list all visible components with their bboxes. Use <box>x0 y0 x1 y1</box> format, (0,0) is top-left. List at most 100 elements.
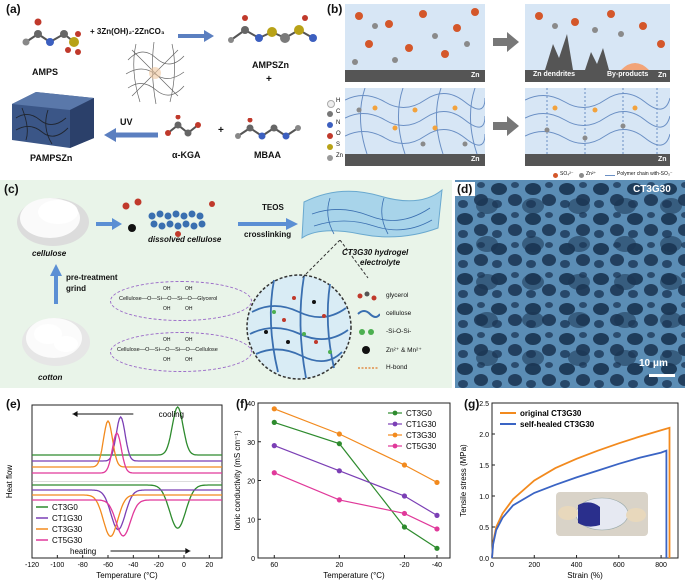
oh-label: OH <box>163 306 171 312</box>
dissolved-cellulose-icon <box>122 198 215 237</box>
data-point <box>434 512 440 518</box>
oh-label: OH <box>185 306 193 312</box>
y-tick-label: 10 <box>247 517 255 524</box>
pampszn-label: PAMPSZn <box>30 153 73 163</box>
panel-c-letter: (c) <box>4 182 19 196</box>
legend-label: CT3G30 <box>406 431 437 440</box>
legend-marker <box>392 432 398 438</box>
dissolved-label: dissolved cellulose <box>148 235 222 244</box>
panel-e-letter: (e) <box>6 397 21 411</box>
reagent-label: + 3Zn(OH)₂·2ZnCO₃ <box>90 27 165 36</box>
glove-right <box>626 508 646 522</box>
legend-label: CT5G30 <box>52 536 83 545</box>
amps-molecule <box>22 18 81 55</box>
x-tick-label: -40 <box>128 562 138 569</box>
pampszn-block <box>12 92 94 148</box>
electrolyte-label: electrolyte <box>360 258 401 267</box>
grind-label: grind <box>66 284 86 293</box>
heating-curve-CT3G0 <box>32 484 222 529</box>
x-tick-label: 0 <box>182 562 186 569</box>
series-line-self-healed CT3G30 <box>491 449 668 559</box>
legend-glycerol: glycerol <box>386 292 409 299</box>
arrow-right-icon <box>96 218 122 230</box>
data-point <box>401 493 408 499</box>
y-axis-label: Heat flow <box>5 465 14 499</box>
legend-cellulose: cellulose <box>386 310 412 317</box>
legend-label: CT1G30 <box>406 420 437 429</box>
cooling-curve-CT3G30 <box>32 419 222 468</box>
y-tick-label: 2.5 <box>479 401 489 408</box>
hydrogel-label: CT3G30 hydrogel <box>342 248 409 257</box>
zn-anode-hydrogel <box>345 88 485 166</box>
arrow-right-icon <box>493 116 519 136</box>
sem-micrograph <box>455 180 685 388</box>
x-tick-label: 20 <box>205 562 213 569</box>
zn-label: Zn <box>658 156 667 163</box>
polymer-network-icon <box>125 41 185 105</box>
data-point <box>434 526 440 532</box>
cotton-label: cotton <box>38 373 63 382</box>
legend-zinc-ion: Zn²⁺ <box>586 171 597 177</box>
cooling-curve-CT1G30 <box>32 415 222 462</box>
legend-element: S <box>336 142 341 148</box>
x-axis-label: Temperature (°C) <box>323 571 385 580</box>
siloxane-icon <box>359 329 374 335</box>
inset-stretch-photo <box>556 492 648 536</box>
ion-icon <box>362 346 370 354</box>
legend-siloxane: -Si-O-Si- <box>386 328 412 335</box>
cooling-curve-CT3G0 <box>32 406 222 456</box>
dendrites-label: Zn dendrites <box>533 71 576 78</box>
x-tick-label: -80 <box>78 562 88 569</box>
glove-left <box>558 506 578 520</box>
x-tick-label: 800 <box>655 562 667 569</box>
x-tick-label: 200 <box>528 562 540 569</box>
legend-sulfate: SO₄²⁻ <box>560 171 574 177</box>
network-dashed-link <box>301 240 369 279</box>
cooling-label: cooling <box>159 410 184 419</box>
sample-label: CT3G30 <box>633 184 671 195</box>
x-tick-label: -20 <box>399 562 409 569</box>
teos-label: TEOS <box>262 203 284 212</box>
series-line-CT5G30 <box>274 472 438 530</box>
series-line-CT3G30 <box>274 408 438 483</box>
x-tick-label: 20 <box>335 562 343 569</box>
oh-label: OH <box>163 286 171 292</box>
panel-b: (b) Zn Zn dendrites By-products Zn H C N… <box>325 0 685 178</box>
legend-marker <box>392 421 398 427</box>
dsc-chart: -120 -100 -80 -60 -40 -20 0 20 Temperature (°C) H… <box>5 404 223 580</box>
data-point <box>401 462 408 468</box>
data-point <box>336 441 342 447</box>
formula-glycerol-text: Cellulose—O—Si—O—Si—O—Glycerol <box>119 296 218 302</box>
akga-molecule <box>165 115 201 137</box>
data-point <box>434 479 440 486</box>
cooling-curve-CT5G30 <box>32 431 222 474</box>
legend-label: CT5G30 <box>406 442 437 451</box>
crosslinking-label: crosslinking <box>244 230 292 239</box>
legend-label: CT1G30 <box>52 514 83 523</box>
panel-g-letter: (g) <box>464 397 480 411</box>
legend-element: Zn <box>336 153 344 159</box>
y-tick-label: 1.5 <box>479 463 489 470</box>
x-tick-label: -40 <box>432 562 442 569</box>
x-tick-label: 0 <box>490 562 494 569</box>
panel-f-letter: (f) <box>236 397 248 411</box>
arrow-right-icon <box>238 218 298 230</box>
panel-c: (c) cellulose dissolved cellulose TEOS c… <box>0 180 452 388</box>
arrow-right-icon <box>178 30 214 42</box>
network-zoom-circle <box>246 274 352 380</box>
data-point <box>271 470 277 476</box>
series-line-original CT3G30 <box>491 426 671 559</box>
legend-label: CT3G0 <box>406 409 432 418</box>
data-point <box>401 510 408 517</box>
panel-d: (d) CT3G30 10 μm <box>455 180 685 388</box>
byproducts-label: By-products <box>607 71 649 78</box>
element-legend: H C N O S Zn <box>327 98 345 164</box>
panel-b-letter: (b) <box>327 2 343 16</box>
data-point <box>336 468 342 474</box>
bottom-legend: SO₄²⁻ Zn²⁺ Polymer chain with-SO₃⁻ <box>553 170 685 180</box>
oh-label: OH <box>163 357 171 363</box>
legend-hbond: H-bond <box>386 364 408 371</box>
legend-marker <box>392 443 398 449</box>
heating-curve-CT3G30 <box>32 494 222 538</box>
hydrogel-sheet <box>301 188 443 239</box>
